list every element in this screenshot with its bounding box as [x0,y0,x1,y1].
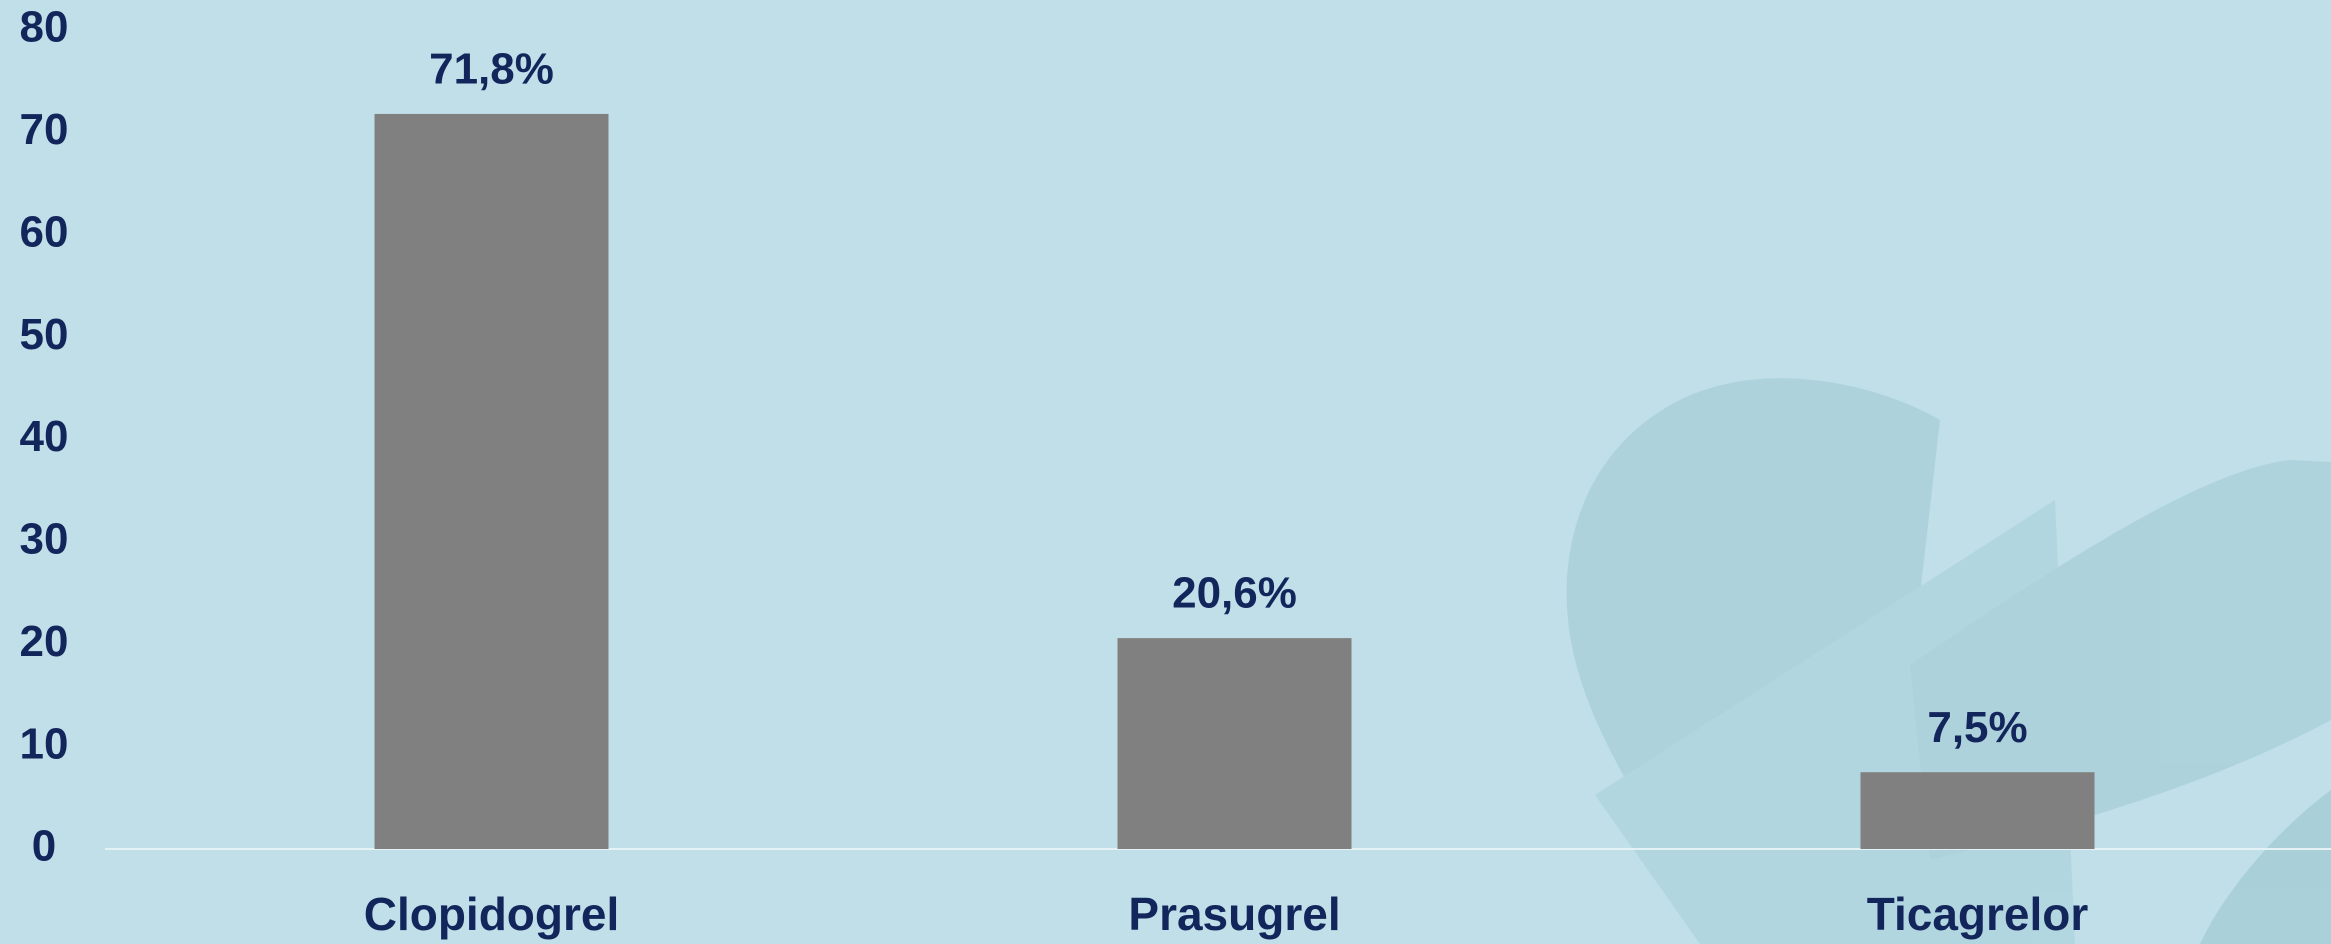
bar [1117,638,1352,849]
y-tick-label: 70 [20,105,69,154]
bar [1860,772,2095,849]
x-tick-label: Ticagrelor [1867,888,2089,940]
decor-shape [2200,790,2331,944]
value-label: 20,6% [1172,569,1297,618]
y-tick-label: 0 [32,822,56,871]
y-tick-label: 60 [20,207,69,256]
y-tick-label: 80 [20,3,69,52]
y-tick-label: 20 [20,617,69,666]
y-tick-label: 40 [20,412,69,461]
value-label: 71,8% [429,45,554,94]
decor-shape [1910,460,2331,860]
x-tick-label: Clopidogrel [364,888,620,940]
y-tick-label: 10 [20,719,69,768]
bar [374,113,609,849]
y-tick-label: 50 [20,310,69,359]
x-tick-label: Prasugrel [1128,888,1340,940]
y-tick-label: 30 [20,515,69,564]
value-label: 7,5% [1927,703,2027,752]
